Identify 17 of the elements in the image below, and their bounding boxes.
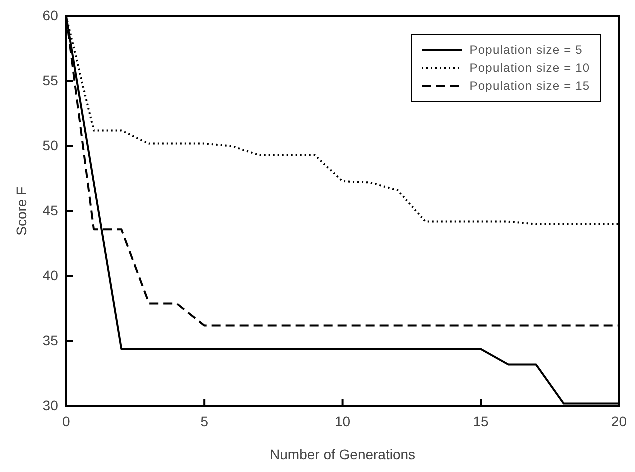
x-tick-label: 5 bbox=[200, 414, 209, 430]
y-axis-title: Score F bbox=[13, 186, 30, 236]
legend-label: Population size = 10 bbox=[470, 61, 590, 76]
y-tick-label: 45 bbox=[42, 202, 59, 218]
legend-label: Population size = 5 bbox=[470, 43, 583, 58]
x-tick-label: 10 bbox=[335, 414, 351, 430]
y-tick-label: 40 bbox=[42, 267, 59, 284]
x-axis-title: Number of Generations bbox=[270, 446, 416, 462]
y-tick-label: 50 bbox=[42, 137, 59, 154]
x-tick-label: 0 bbox=[62, 414, 70, 430]
y-tick-label: 55 bbox=[42, 72, 59, 88]
y-tick-label: 30 bbox=[42, 397, 59, 414]
x-tick-label: 20 bbox=[611, 414, 628, 430]
legend-label: Population size = 15 bbox=[470, 79, 590, 94]
y-tick-label: 60 bbox=[42, 7, 59, 24]
x-tick-label: 15 bbox=[473, 414, 489, 430]
y-tick-label: 35 bbox=[42, 332, 59, 348]
